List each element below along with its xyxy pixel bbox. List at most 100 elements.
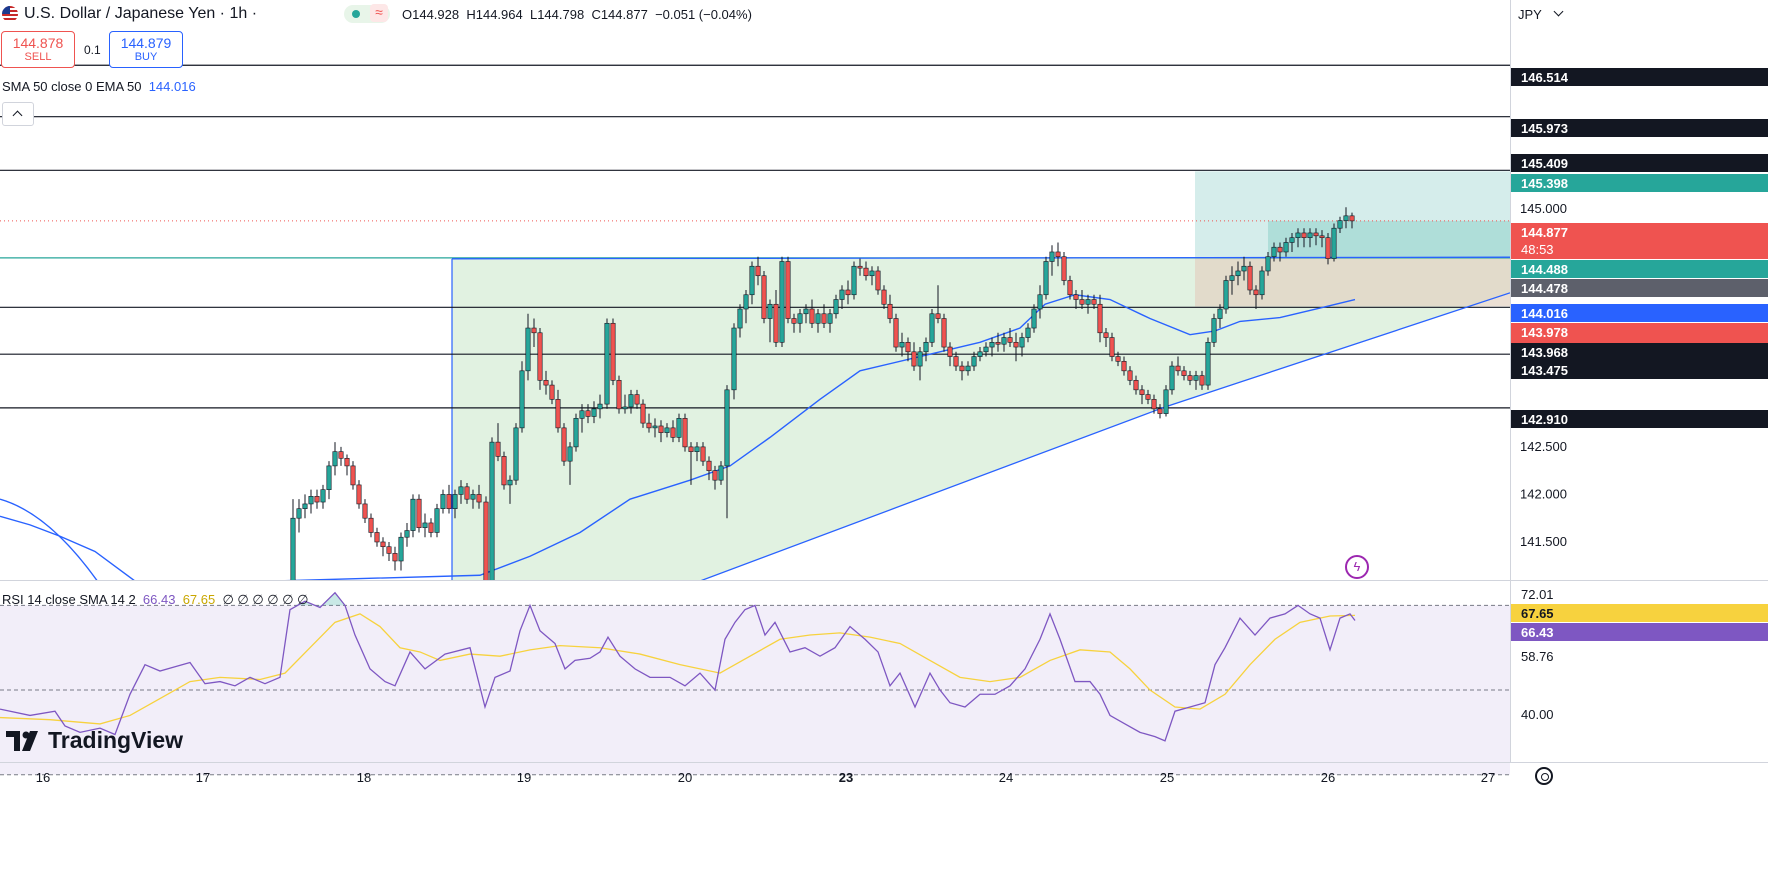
price-label-text: 145.973 bbox=[1521, 121, 1568, 136]
candle bbox=[875, 266, 881, 295]
price-label-bg bbox=[1511, 410, 1768, 428]
candle bbox=[1187, 370, 1193, 386]
candle-body bbox=[507, 479, 513, 486]
candle-body bbox=[1151, 399, 1157, 410]
candle-body bbox=[434, 508, 440, 533]
price-label-bg bbox=[1511, 361, 1768, 379]
candle bbox=[785, 256, 791, 324]
candle-body bbox=[1133, 380, 1139, 391]
settings-gear-icon[interactable] bbox=[1535, 767, 1553, 785]
candle bbox=[1067, 275, 1073, 300]
lightning-alert-icon[interactable]: ϟ bbox=[1345, 555, 1369, 579]
ohlc-change: −0.051 (−0.04%) bbox=[655, 7, 752, 22]
candle-body bbox=[1013, 341, 1019, 348]
candle-body bbox=[652, 425, 658, 429]
currency-selector[interactable]: JPY bbox=[1512, 2, 1568, 28]
candle bbox=[724, 385, 730, 519]
candle-body bbox=[1331, 227, 1337, 259]
candle-body bbox=[1265, 256, 1271, 272]
price-label-bg bbox=[1511, 174, 1768, 192]
candle bbox=[664, 423, 670, 438]
candle-body bbox=[579, 410, 585, 419]
candle-body bbox=[1067, 280, 1073, 296]
candle bbox=[640, 399, 646, 428]
buy-button[interactable]: 144.879 BUY bbox=[109, 31, 183, 68]
candle bbox=[1253, 285, 1259, 310]
candle-body bbox=[1313, 232, 1319, 237]
candle bbox=[1193, 370, 1199, 390]
candle-body bbox=[398, 536, 404, 562]
candle bbox=[1085, 294, 1091, 314]
time-tick-label: 24 bbox=[999, 770, 1013, 785]
candle bbox=[1223, 275, 1229, 314]
candle bbox=[374, 527, 380, 547]
candle bbox=[803, 304, 809, 324]
candle-body bbox=[1223, 280, 1229, 310]
candle bbox=[1169, 361, 1175, 395]
candle-body bbox=[567, 446, 573, 462]
candle-body bbox=[483, 501, 489, 580]
rsi-value-tag-bg bbox=[1511, 623, 1768, 641]
candle bbox=[845, 280, 851, 305]
candle bbox=[422, 513, 428, 538]
candle bbox=[761, 270, 767, 324]
candle-body bbox=[1109, 337, 1115, 357]
candle bbox=[1307, 228, 1313, 248]
candle bbox=[1289, 232, 1295, 252]
candle-body bbox=[929, 313, 935, 343]
candle-body bbox=[965, 365, 971, 372]
candle-body bbox=[537, 332, 543, 381]
candle bbox=[561, 423, 567, 466]
candle-body bbox=[458, 486, 464, 495]
candle-body bbox=[356, 484, 362, 505]
candle bbox=[1019, 332, 1025, 357]
candle bbox=[827, 309, 833, 333]
candle-body bbox=[821, 313, 827, 324]
candle-body bbox=[731, 327, 737, 391]
candle bbox=[1241, 256, 1247, 281]
candle-body bbox=[597, 403, 603, 410]
candle-body bbox=[839, 289, 845, 300]
candle-body bbox=[1055, 251, 1061, 258]
price-label-tag: 144.877 48:53 bbox=[1511, 223, 1768, 259]
candle bbox=[1157, 404, 1163, 419]
candle bbox=[314, 489, 320, 509]
candle-body bbox=[422, 522, 428, 529]
rsi-pane bbox=[0, 591, 1510, 776]
candle-body bbox=[983, 346, 989, 353]
candle-body bbox=[320, 489, 326, 503]
candle bbox=[1217, 304, 1223, 329]
candle bbox=[495, 423, 501, 462]
candle bbox=[634, 389, 640, 409]
price-label-bg bbox=[1511, 343, 1768, 361]
candle-body bbox=[1277, 246, 1283, 253]
candle-body bbox=[1169, 365, 1175, 391]
candle-body bbox=[1181, 370, 1187, 376]
collapse-legend-button[interactable] bbox=[2, 102, 34, 126]
candle bbox=[628, 389, 634, 414]
candle bbox=[977, 347, 983, 362]
candle-body bbox=[1163, 389, 1169, 414]
ma-legend[interactable]: SMA 50 close 0 EMA 50 144.016 bbox=[2, 79, 196, 94]
time-axis[interactable]: 16 17 18 19 20 23 24 25 26 27 bbox=[0, 762, 1768, 786]
candle bbox=[971, 351, 977, 371]
candle bbox=[1265, 251, 1271, 276]
rsi-legend[interactable]: RSI 14 close SMA 14 2 66.43 67.65 ∅ ∅ ∅ … bbox=[2, 592, 309, 608]
price-label-text: 143.978 bbox=[1521, 325, 1568, 340]
candle bbox=[1115, 351, 1121, 367]
candle-body bbox=[380, 541, 386, 548]
ohlc-low: L144.798 bbox=[529, 7, 585, 22]
candle bbox=[1127, 366, 1133, 386]
candle-body bbox=[1295, 232, 1301, 239]
candle bbox=[356, 480, 362, 509]
candle-body bbox=[1139, 389, 1145, 395]
ma-value: 144.016 bbox=[148, 79, 196, 94]
symbol-title[interactable]: U.S. Dollar / Japanese Yen · 1h · bbox=[24, 5, 258, 22]
candle-body bbox=[1211, 318, 1217, 343]
sell-button[interactable]: 144.878 SELL bbox=[1, 31, 75, 68]
candle-body bbox=[791, 318, 797, 324]
price-axis[interactable]: 141.500 142.000 142.500 145.000 146.514 145.9… bbox=[0, 0, 1768, 762]
candle bbox=[965, 361, 971, 376]
candle bbox=[1049, 245, 1055, 276]
